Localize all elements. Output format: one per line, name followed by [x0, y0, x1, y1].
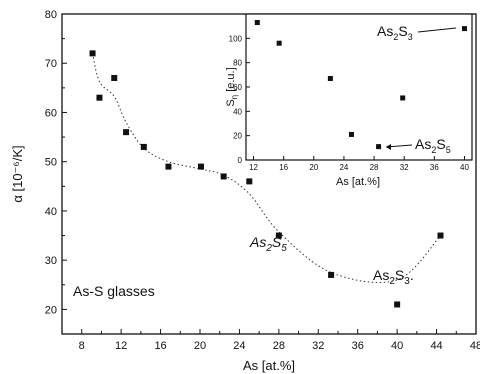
inset-data-points	[254, 20, 467, 150]
inset-data-point	[348, 131, 354, 137]
main-x-tick-label: 24	[233, 340, 245, 352]
inset-y-tick-label: 80	[233, 59, 242, 68]
main-data-point	[140, 143, 147, 150]
inset-as2s5-annotation: As2S5	[415, 136, 451, 155]
inset-x-tick-label: 12	[249, 163, 258, 172]
main-x-axis-label: As [at.%]	[243, 358, 295, 373]
main-data-point	[89, 50, 96, 57]
inset-y-tick-label: 20	[233, 132, 242, 141]
main-data-point	[165, 163, 172, 170]
inset-as2s3-annotation: As2S3	[377, 23, 413, 42]
inset-x-tick-label: 28	[370, 163, 379, 172]
main-data-point	[275, 232, 282, 239]
inset-y-tick-label: 60	[233, 83, 242, 92]
main-x-tick-label: 8	[79, 340, 85, 352]
main-x-tick-label: 28	[273, 340, 285, 352]
inset-y-tick-label: 100	[229, 34, 243, 43]
inset-x-tick-label: 36	[430, 163, 439, 172]
main-y-tick-label: 50	[45, 157, 57, 169]
inset-as2s3-arrow	[417, 27, 457, 33]
main-data-point	[111, 75, 118, 81]
as-s-glasses-label: As-S glasses	[73, 283, 155, 299]
inset-x-tick-label: 16	[279, 163, 288, 172]
main-x-tick-label: 36	[352, 340, 364, 352]
main-y-tick-label: 30	[45, 255, 57, 267]
main-y-tick-label: 40	[45, 206, 57, 218]
main-y-tick-label: 60	[45, 107, 57, 119]
main-x-tick-label: 48	[470, 340, 480, 352]
main-y-tick-label: 80	[45, 9, 57, 21]
main-data-point	[437, 232, 444, 239]
main-x-tick-label: 32	[312, 340, 324, 352]
main-data-points	[89, 50, 444, 308]
main-x-tick-label: 44	[430, 340, 442, 352]
main-tick-labels: 8 12 16 20 24 28 32 36 40 44 48 20 30 40 50 60 70 80	[45, 9, 480, 352]
main-tick-group	[62, 13, 477, 334]
main-y-tick-label: 70	[45, 58, 57, 70]
inset-as2s5-arrowhead	[386, 144, 391, 150]
main-y-axis-label: α [10⁻⁶/K]	[10, 145, 25, 202]
inset-x-tick-label: 40	[460, 163, 469, 172]
inset-x-tick-label: 20	[309, 163, 318, 172]
inset-y-axis-label: Sη [e.u.]	[225, 67, 239, 106]
inset-x-tick-label: 24	[339, 163, 348, 172]
main-data-point	[246, 178, 253, 185]
inset-tick-group	[246, 37, 465, 161]
inset-data-point	[276, 40, 282, 46]
main-data-point	[220, 173, 227, 180]
main-data-point	[123, 129, 130, 136]
main-x-tick-label: 20	[194, 340, 206, 352]
main-data-point	[394, 301, 401, 308]
main-y-tick-label: 20	[45, 304, 57, 316]
inset-data-point	[327, 75, 333, 81]
inset-x-axis-label: As [at.%]	[336, 176, 380, 188]
main-data-point	[197, 163, 204, 170]
inset-data-point	[461, 26, 467, 32]
inset-y-tick-label: 0	[238, 156, 243, 165]
inset-tick-labels: 12 16 20 24 28 32 36 40 0 20 40 60 80 100	[229, 34, 470, 172]
main-x-tick-label: 40	[391, 340, 403, 352]
inset-data-point	[376, 144, 382, 150]
main-data-point	[328, 271, 335, 278]
inset-x-tick-label: 32	[400, 163, 409, 172]
main-x-tick-label: 16	[154, 340, 166, 352]
as2s3-annotation: As2S3.	[373, 267, 414, 287]
inset-data-point	[400, 95, 406, 101]
inset-data-point	[254, 20, 260, 26]
as2s5-annotation: As2S5	[249, 234, 287, 254]
inset-y-tick-label: 40	[233, 107, 242, 116]
main-data-point	[96, 94, 103, 101]
main-x-tick-label: 12	[115, 340, 127, 352]
inset-plot-frame	[245, 13, 473, 161]
